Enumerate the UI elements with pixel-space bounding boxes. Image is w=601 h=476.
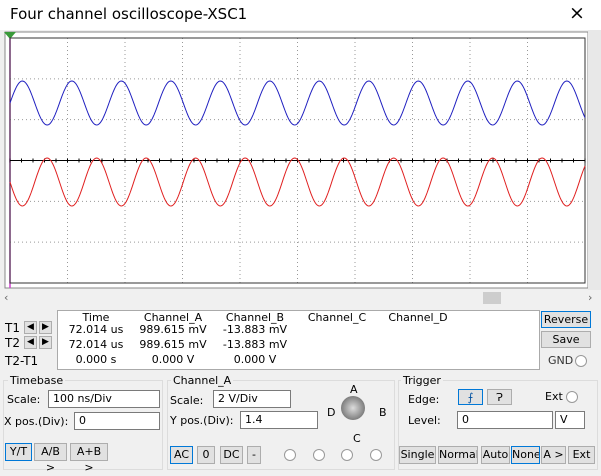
readout-value: 72.014 us [68, 338, 124, 351]
close-button[interactable]: × [569, 2, 585, 24]
readout-header: Channel_D [388, 311, 448, 324]
level-input[interactable]: 0 [457, 411, 553, 429]
readout-value: -13.883 mV [222, 338, 288, 351]
readout-value: 989.615 mV [139, 338, 207, 351]
knob-label: C [353, 432, 361, 445]
scroll-right[interactable]: › [588, 291, 593, 304]
scroll-left[interactable]: ‹ [4, 291, 9, 304]
level-label: Level: [408, 414, 441, 427]
cursor-right[interactable]: ▶ [39, 321, 52, 334]
trigger-mode[interactable]: A > [541, 446, 566, 464]
cursor-marker[interactable] [4, 32, 16, 39]
channel-radio[interactable] [313, 449, 325, 461]
readout-panel [57, 310, 540, 370]
channel-radio[interactable] [284, 449, 296, 461]
save-button[interactable]: Save [541, 331, 591, 348]
channel-knob[interactable] [341, 396, 365, 420]
readout-header: Channel_C [307, 311, 367, 324]
readout-value: 0.000 V [233, 353, 277, 366]
coupling-button[interactable]: AC [170, 446, 193, 464]
reverse-button[interactable]: Reverse [541, 311, 591, 328]
gnd-radio[interactable] [575, 355, 587, 367]
channel-group [167, 380, 395, 470]
channel-scale[interactable]: 2 V/Div [213, 390, 291, 408]
window-title: Four channel oscilloscope-XSC1 [10, 5, 248, 23]
coupling-button[interactable]: DC [220, 446, 243, 464]
gnd-label: GND [548, 354, 574, 367]
edge-rising[interactable]: ⨍ [458, 389, 483, 405]
trigger-mode[interactable]: None [511, 446, 540, 464]
channel-b-trace [9, 157, 586, 207]
channel-radio[interactable] [341, 449, 353, 461]
trigger-mode[interactable]: Auto [481, 446, 510, 464]
cursor-right[interactable]: ▶ [39, 336, 52, 349]
knob-label: D [327, 406, 336, 419]
cursor-left[interactable]: ◀ [24, 321, 37, 334]
title-bar [0, 0, 601, 30]
ypos-input[interactable]: 1.4 [240, 411, 318, 429]
coupling-button[interactable]: - [247, 446, 261, 464]
timebase-scale[interactable]: 100 ns/Div [48, 390, 160, 408]
ext-radio[interactable] [566, 391, 578, 403]
right-strip [588, 30, 601, 290]
trigger-group [398, 380, 598, 470]
readout-value: 0.000 s [75, 353, 117, 366]
edge-label: Edge: [408, 393, 440, 406]
readout-header: Channel_A [143, 311, 203, 324]
readout-value: 0.000 V [151, 353, 195, 366]
scale-label: Scale: [7, 393, 41, 406]
trigger-mode[interactable]: Ext [568, 446, 595, 464]
timebase-title: Timebase [8, 374, 66, 387]
knob-label: B [379, 406, 387, 419]
readout-value: 989.615 mV [139, 323, 207, 336]
display-mode[interactable]: Y/T [5, 443, 32, 461]
channel-a-trace [9, 80, 586, 126]
timebase-group [3, 380, 163, 470]
readout-header: Time [82, 311, 110, 324]
xpos-input[interactable]: 0 [74, 412, 160, 430]
cursor-left[interactable]: ◀ [24, 336, 37, 349]
channel-radio[interactable] [370, 449, 382, 461]
h-scrollbar[interactable] [0, 291, 601, 305]
knob-label: A [350, 383, 358, 396]
ext-label: Ext [545, 390, 563, 403]
ypos-label: Y pos.(Div): [170, 414, 234, 427]
level-unit[interactable]: V [555, 411, 585, 429]
ch-scale-label: Scale: [170, 394, 204, 407]
xpos-label: X pos.(Div): [4, 415, 69, 428]
channel-title: Channel_A [171, 374, 234, 387]
scroll-thumb[interactable] [483, 292, 501, 304]
cursor-label: T1 [5, 321, 20, 335]
readout-value: -13.883 mV [222, 323, 288, 336]
display-mode[interactable]: A/B > [34, 443, 67, 474]
trigger-mode[interactable]: Normal [438, 446, 478, 464]
readout-value: 72.014 us [68, 323, 124, 336]
trigger-mode[interactable]: Single [399, 446, 436, 464]
cursor-label: T2 [5, 336, 20, 350]
scope-screen [4, 30, 601, 290]
trigger-title: Trigger [401, 374, 443, 387]
display-mode[interactable]: A+B > [70, 443, 108, 474]
readout-header: Channel_B [225, 311, 285, 324]
edge-falling[interactable]: Ɂ [487, 389, 512, 405]
cursor-label: T2-T1 [5, 354, 39, 368]
coupling-button[interactable]: 0 [197, 446, 215, 464]
